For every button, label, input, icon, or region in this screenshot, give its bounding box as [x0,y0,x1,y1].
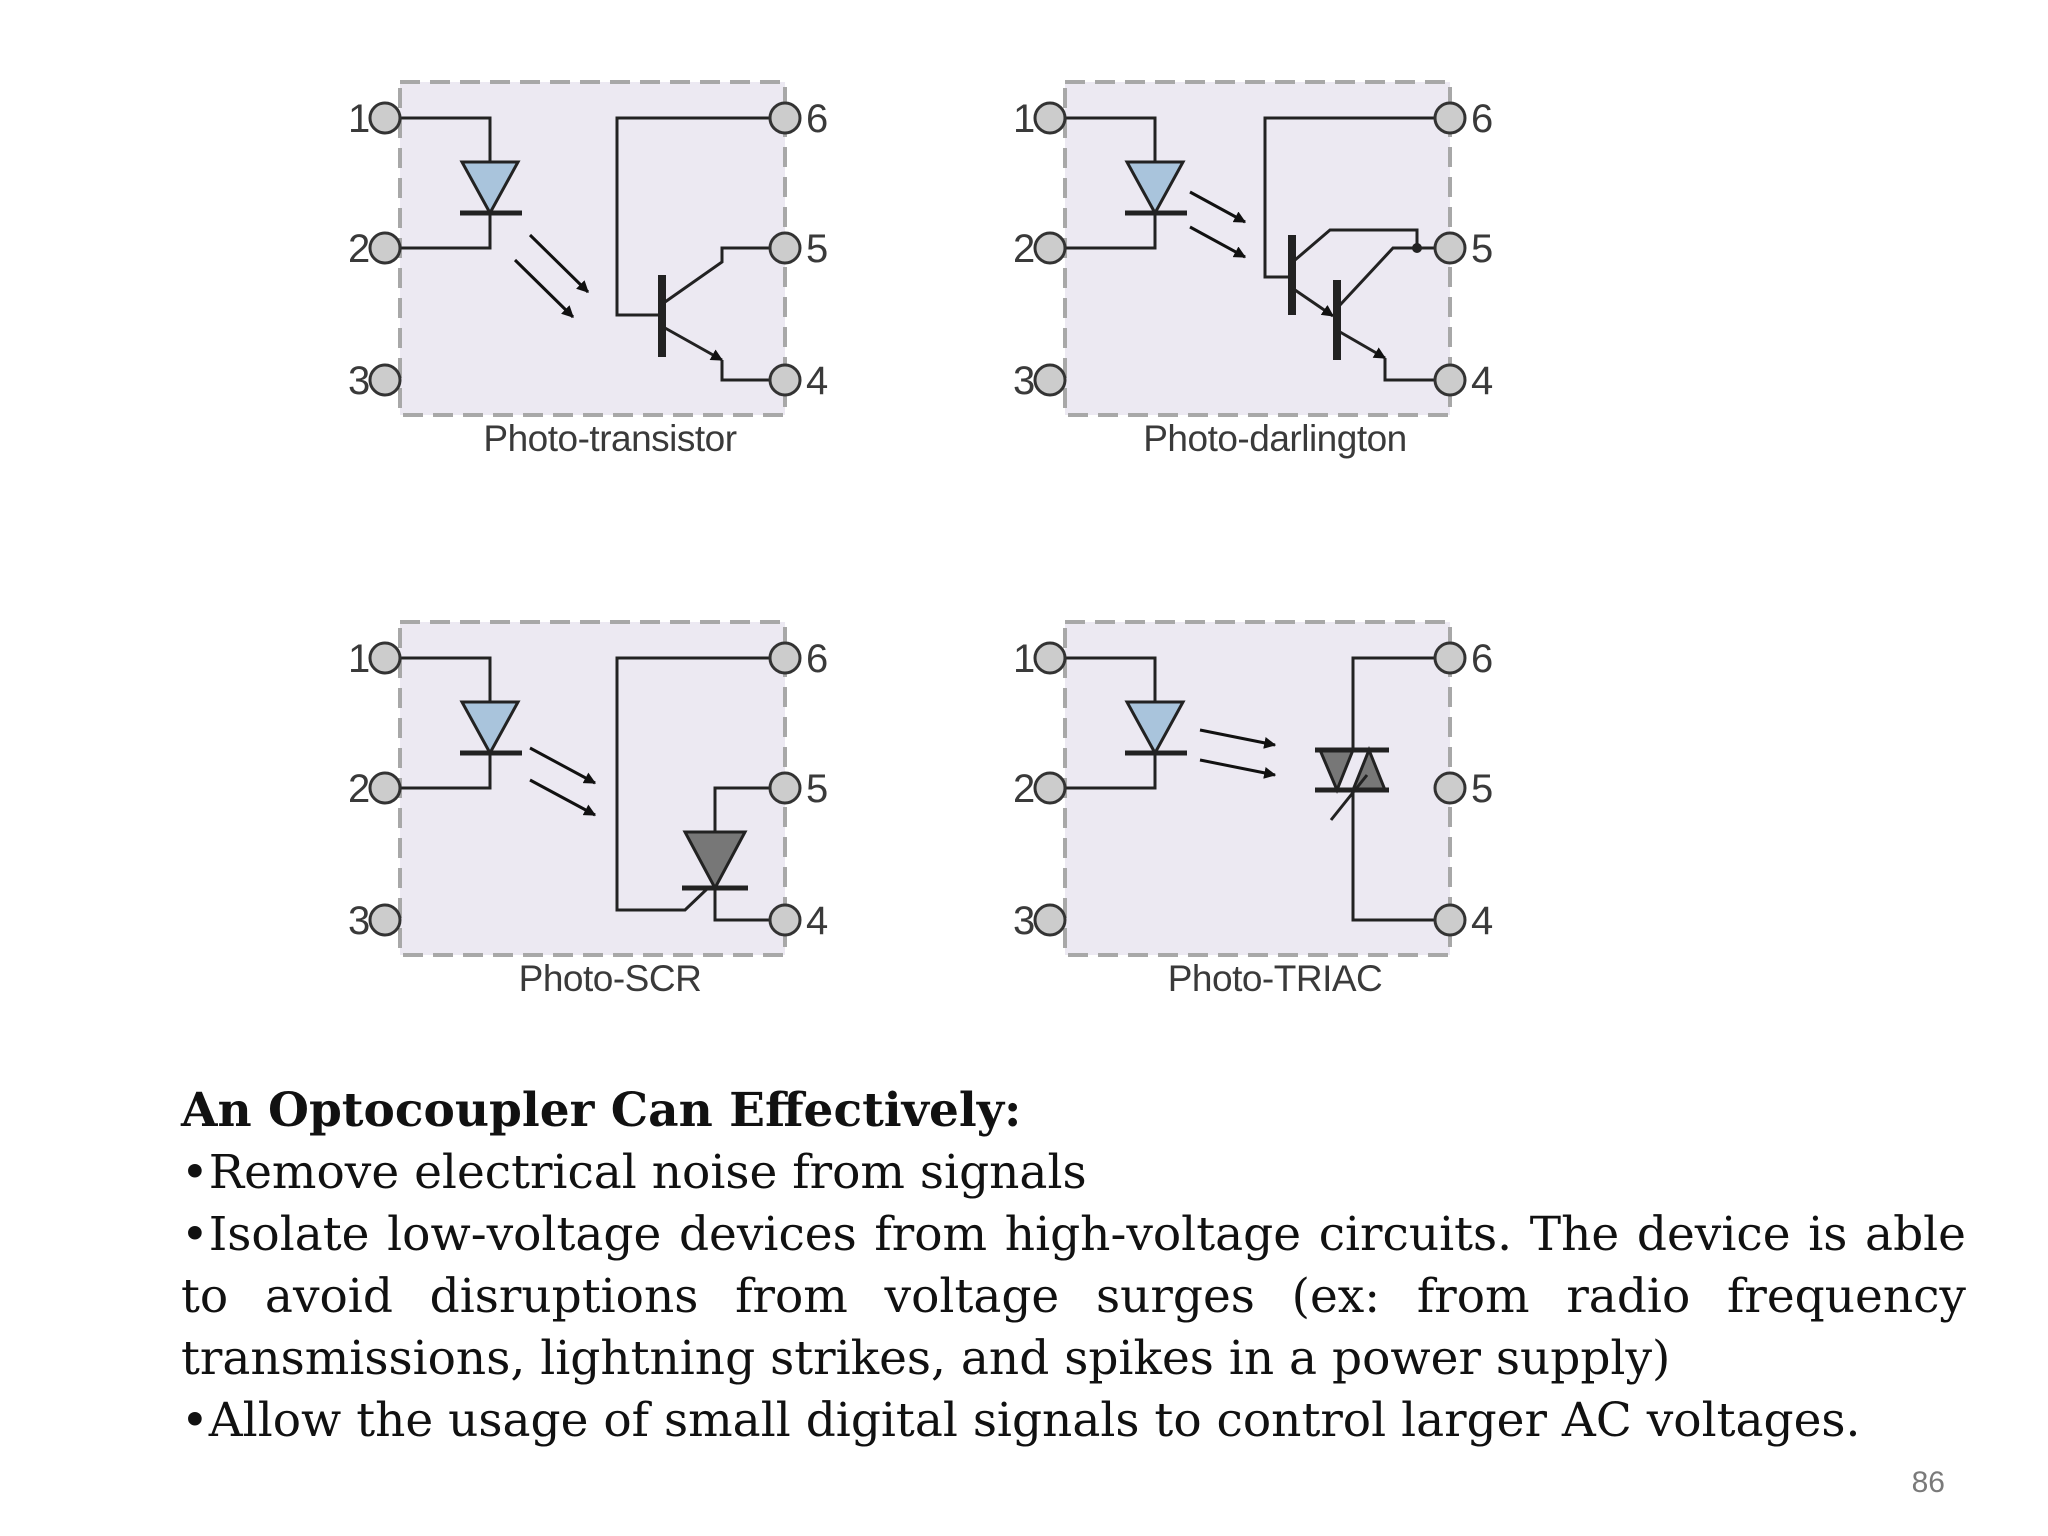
bullet-item: •Allow the usage of small digital signal… [181,1393,1861,1448]
pin-label: 4 [1471,359,1493,403]
pin-label: 2 [348,767,370,811]
pin-label: 1 [348,97,370,141]
pin-terminals [1033,641,1467,937]
triac [1315,656,1435,922]
light-arrows [513,233,590,319]
bullet-item: •Remove electrical noise from signals [181,1145,1087,1200]
diagram-photo-darlington: 1 2 3 6 5 4 Photo-darlington [995,70,1555,490]
page-number: 86 [1911,1466,1945,1499]
pin-label: 2 [348,227,370,271]
pin-terminals [368,101,802,397]
pin-label: 1 [1013,637,1035,681]
led-input [400,116,522,250]
diagram-photo-triac: 1 2 3 6 5 4 Photo-TRIAC [995,610,1555,1030]
light-arrows [1189,190,1247,259]
diagram-caption: Photo-transistor [483,418,737,459]
pin-label: 5 [1471,227,1493,271]
light-arrows [529,746,597,817]
photo-darlington-schematic: 1 2 3 6 5 4 [1013,80,1493,417]
pin-label: 4 [806,359,828,403]
pin-label: 2 [1013,227,1035,271]
pin-label: 2 [1013,767,1035,811]
diagram-caption: Photo-darlington [1143,418,1407,459]
led-input [400,656,522,790]
photo-triac-schematic: 1 2 3 6 5 4 [1013,620,1493,957]
pin-label: 5 [1471,767,1493,811]
led-input [1065,116,1187,250]
led-input [1065,656,1187,790]
darlington-pair [1263,116,1435,382]
diagram-photo-scr: 1 2 3 6 5 4 Photo-SCR [330,610,890,1030]
pin-label: 3 [1013,359,1035,403]
bullet-item: •Isolate low-voltage devices from high-v… [181,1207,1966,1386]
photo-transistor-schematic: 1 2 3 6 5 4 [348,80,828,417]
pin-label: 6 [1471,637,1493,681]
pin-label: 5 [806,227,828,271]
pin-label: 6 [1471,97,1493,141]
pin-terminals [368,641,802,937]
scr [615,656,770,922]
light-arrows [1199,728,1277,779]
diagram-photo-transistor: 1 2 3 6 5 4 Photo-transistor [330,70,890,490]
pin-label: 5 [806,767,828,811]
phototransistor [615,116,770,382]
pin-label: 3 [348,359,370,403]
pin-terminals [1033,101,1467,397]
pin-label: 4 [806,899,828,943]
pin-label: 3 [1013,899,1035,943]
pin-label: 3 [348,899,370,943]
diagram-caption: Photo-SCR [518,958,702,999]
photo-scr-schematic: 1 2 3 6 5 4 [348,620,828,957]
junction-dot [1412,243,1422,253]
pin-label: 6 [806,97,828,141]
pin-label: 1 [348,637,370,681]
pin-label: 4 [1471,899,1493,943]
pin-label: 6 [806,637,828,681]
diagram-caption: Photo-TRIAC [1167,958,1383,999]
slide-text: An Optocoupler Can Effectively: •Remove … [181,1080,1966,1452]
pin-label: 1 [1013,97,1035,141]
slide-heading: An Optocoupler Can Effectively: [181,1083,1022,1138]
